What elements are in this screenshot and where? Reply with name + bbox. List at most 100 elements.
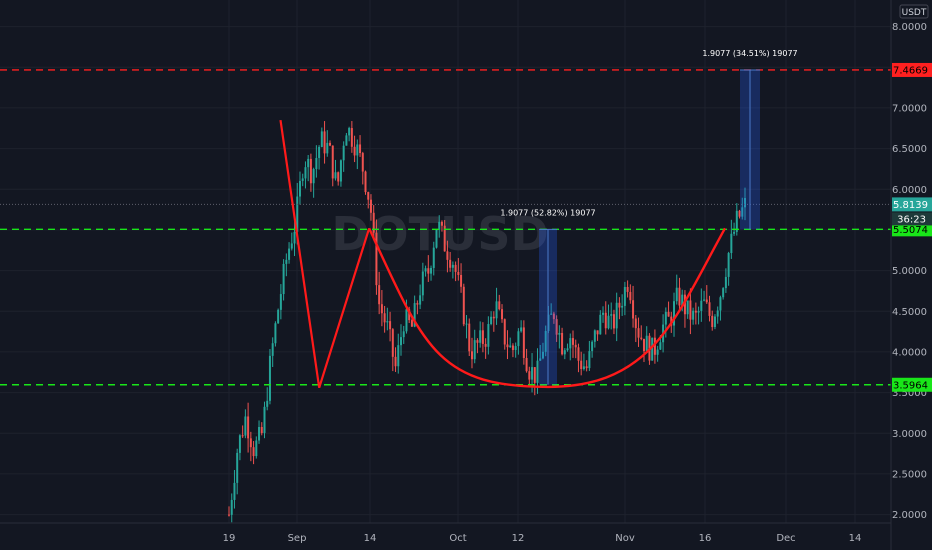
- time-tick-label: 19: [223, 533, 236, 544]
- candle-body: [470, 351, 473, 360]
- candle-body: [722, 288, 725, 298]
- candle-body: [359, 144, 362, 154]
- candle-body: [309, 158, 312, 184]
- candle-body: [380, 304, 383, 314]
- candle-body: [522, 327, 525, 358]
- candle-body: [713, 316, 716, 327]
- candle-body: [326, 142, 329, 154]
- price-tick-label: 4.5000: [892, 307, 927, 318]
- candle-body: [615, 302, 618, 329]
- candle-body: [230, 499, 233, 515]
- candle-body: [610, 314, 613, 316]
- candle-body: [410, 320, 413, 327]
- candle-body: [621, 305, 624, 308]
- candle-body: [413, 303, 416, 327]
- candle-body: [727, 253, 730, 277]
- candle-body: [260, 426, 263, 434]
- candle-body: [574, 344, 577, 348]
- candle-body: [642, 338, 645, 352]
- candle-body: [350, 128, 353, 147]
- candle-body: [503, 319, 506, 345]
- candle-body: [552, 313, 555, 320]
- candle-body: [479, 330, 482, 343]
- candle-body: [435, 229, 438, 248]
- level-price-tag-text: 3.5964: [893, 380, 928, 391]
- countdown-text: 36:23: [897, 214, 926, 225]
- level-price-tag-text: 5.5074: [893, 225, 928, 236]
- measure-label: 1.9077 (52.82%) 19077: [500, 208, 595, 217]
- candle-body: [495, 301, 498, 319]
- price-tick-label: 4.0000: [892, 347, 927, 358]
- candle-body: [252, 447, 255, 457]
- cup-curve[interactable]: [368, 227, 727, 389]
- candle-body: [460, 274, 463, 287]
- candle-body: [446, 251, 449, 260]
- candle-body: [320, 131, 323, 147]
- price-range-measures[interactable]: 1.9077 (52.82%) 19077 1.9077 (34.51%) 190…: [500, 49, 798, 385]
- candle-body: [405, 309, 408, 332]
- candle-body: [716, 310, 719, 317]
- candle-body: [492, 316, 495, 319]
- candle-body: [659, 342, 662, 350]
- currency-badge[interactable]: USDT: [899, 4, 929, 19]
- candle-body: [389, 321, 392, 330]
- candle-body: [541, 351, 544, 359]
- candle-body: [249, 438, 252, 448]
- candle-body: [258, 426, 261, 441]
- candle-body: [514, 346, 517, 351]
- candle-body: [509, 345, 512, 348]
- candle-body: [375, 232, 378, 286]
- candle-body: [580, 360, 583, 370]
- horizontal-lines[interactable]: [0, 69, 891, 386]
- candle-body: [697, 310, 700, 313]
- candle-body: [391, 329, 394, 357]
- level-price-tag: [892, 222, 932, 237]
- time-tick-label: 12: [512, 533, 525, 544]
- candle-body: [724, 276, 727, 289]
- candle-body: [506, 344, 509, 348]
- candle-body: [681, 294, 684, 306]
- time-axis[interactable]: 19 Sep 14 Oct 12 Nov 16 Dec 14: [223, 533, 862, 544]
- candle-body: [443, 225, 446, 252]
- zigzag-line[interactable]: [279, 119, 371, 389]
- candle-body: [432, 247, 435, 268]
- candle-body: [741, 207, 744, 217]
- candle-body: [408, 309, 411, 321]
- candle-body: [536, 360, 539, 383]
- candle-body: [569, 338, 572, 349]
- candle-body: [449, 259, 452, 268]
- candle-body: [664, 311, 667, 325]
- candle-body: [476, 340, 479, 343]
- candle-body: [640, 337, 643, 339]
- candle-body: [602, 312, 605, 315]
- candle-body: [744, 198, 746, 208]
- candle-body: [582, 366, 585, 370]
- candle-body: [738, 210, 741, 217]
- candle-body: [667, 311, 670, 317]
- cup-handle-pattern[interactable]: [279, 119, 727, 389]
- candle-body: [689, 300, 692, 320]
- candle-body: [394, 356, 397, 367]
- candle-body: [315, 157, 318, 170]
- candle-body: [301, 178, 304, 181]
- candle-body: [288, 248, 291, 260]
- candle-body: [238, 435, 241, 453]
- candle-body: [323, 131, 326, 154]
- candle-body: [462, 286, 465, 325]
- candle-body: [481, 330, 484, 344]
- candle-body: [591, 341, 594, 352]
- candle-body: [686, 300, 689, 315]
- candle-body: [673, 301, 676, 326]
- candle-body: [490, 316, 493, 325]
- candle-body: [342, 145, 345, 161]
- candle-body: [468, 323, 471, 352]
- candle-body: [400, 337, 402, 346]
- candle-body: [451, 264, 454, 268]
- candle-body: [708, 302, 711, 316]
- candle-body: [651, 337, 654, 361]
- candle-body: [555, 319, 558, 335]
- currency-badge-box: [899, 4, 929, 19]
- time-tick-label: 14: [849, 533, 862, 544]
